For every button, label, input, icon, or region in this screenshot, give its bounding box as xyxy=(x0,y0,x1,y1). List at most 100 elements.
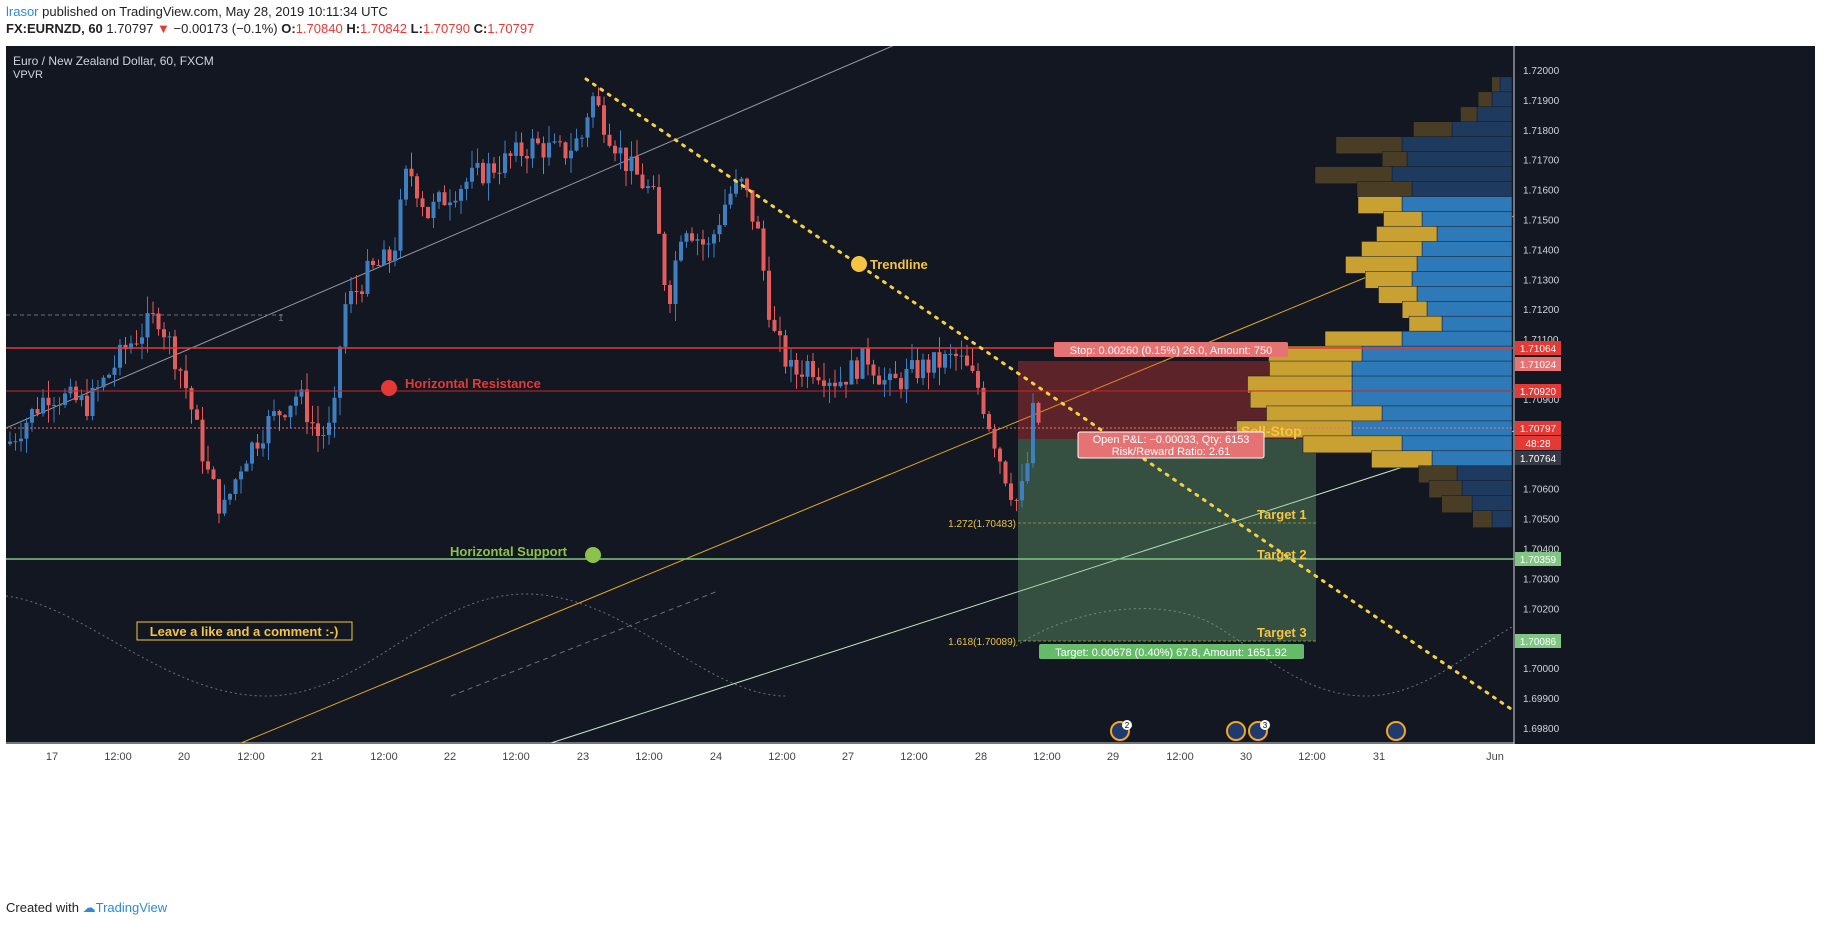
ohlc-line: FX:EURNZD, 60 1.70797 ▼ −0.00173 (−0.1%)… xyxy=(6,21,534,36)
candle-body xyxy=(778,330,782,336)
chart-legend-title[interactable]: Euro / New Zealand Dollar, 60, FXCM xyxy=(13,54,214,68)
high-label: H: xyxy=(346,21,361,36)
orange-channel-line xyxy=(240,215,1515,744)
candle-body xyxy=(530,138,535,159)
event-marker-3[interactable]: 3 xyxy=(1248,720,1270,741)
candle-body xyxy=(921,359,925,379)
chart-area[interactable]: 1.72000 1.71900 1.71800 1.71700 1.71600 1.715… xyxy=(6,46,1815,894)
vpvr-up-bar xyxy=(1471,495,1513,513)
stop-info-text: Stop: 0.00260 (0.15%) 26.0, Amount: 750 xyxy=(1070,345,1272,357)
candle-body xyxy=(294,396,298,406)
trendline-label[interactable]: Trendline xyxy=(870,257,928,272)
yellow-trendline[interactable] xyxy=(584,77,1516,713)
candle-body xyxy=(943,353,947,368)
candle-body xyxy=(63,393,67,405)
vpvr-up-bar xyxy=(1381,405,1513,424)
candle-body xyxy=(360,291,364,295)
candle-body xyxy=(415,176,419,199)
time-tick-12: 27 xyxy=(842,751,854,763)
vpvr-up-bar xyxy=(1491,510,1513,528)
candle-body xyxy=(332,397,337,423)
candle-body xyxy=(926,359,931,373)
price-tag-text-1: 1.71024 xyxy=(1520,360,1557,371)
chart-svg[interactable]: 1.72000 1.71900 1.71800 1.71700 1.71600 1.715… xyxy=(6,46,1815,894)
resistance-label[interactable]: Horizontal Resistance xyxy=(405,376,541,391)
event-marker-1[interactable]: 2 xyxy=(1110,720,1132,741)
candle-body xyxy=(701,239,705,245)
candle-body xyxy=(1025,463,1030,482)
author-link[interactable]: lrasor xyxy=(6,4,39,19)
price-tick-1: 1.71900 xyxy=(1523,96,1560,107)
candle-body xyxy=(574,138,579,151)
candle-body xyxy=(629,156,634,172)
vpvr-up-bar xyxy=(1351,420,1513,439)
candle-body xyxy=(129,343,133,349)
candle-body xyxy=(508,153,513,156)
price-tag-text-3: 1.70797 xyxy=(1520,424,1557,435)
price-tick-2: 1.71800 xyxy=(1523,126,1560,137)
candle-body xyxy=(52,405,56,407)
candle-body xyxy=(728,193,733,205)
tradingview-logo-icon[interactable]: ☁ xyxy=(82,900,96,915)
candle-body xyxy=(349,291,353,305)
target-info-box[interactable] xyxy=(1039,644,1304,659)
candle-body xyxy=(800,374,804,377)
candle-body xyxy=(283,415,287,418)
tradingview-link[interactable]: TradingView xyxy=(95,900,168,915)
support-label[interactable]: Horizontal Support xyxy=(450,544,568,559)
candle-body xyxy=(250,442,254,464)
time-axis-ticks: 17 12:00 20 12:00 21 12:00 22 12:00 23 12:00 24 12:… xyxy=(46,751,1504,763)
vpvr-down-bar xyxy=(1371,450,1433,469)
cycle-indicator-left xyxy=(6,593,787,697)
candle-body xyxy=(602,105,606,135)
candle-body xyxy=(877,375,881,385)
event-marker-2[interactable] xyxy=(1226,721,1246,741)
support-marker-icon[interactable] xyxy=(585,547,601,563)
price-tick-0: 1.72000 xyxy=(1523,66,1560,77)
vpvr-down-bar xyxy=(1428,480,1463,498)
open-value: 1.70840 xyxy=(295,21,343,36)
candle-body xyxy=(503,153,507,174)
vpvr-up-bar xyxy=(1411,181,1513,199)
candle-body xyxy=(310,422,315,424)
time-tick-7: 12:00 xyxy=(502,751,530,763)
vpvr-down-bar xyxy=(1441,495,1473,513)
price-tags: 1.71064 1.71024 1.70920 1.70797 48:28 1.70764… xyxy=(1515,341,1561,648)
comment-box[interactable] xyxy=(136,621,353,641)
symbol-label[interactable]: FX:EURNZD, 60 xyxy=(6,21,103,36)
candle-body xyxy=(607,134,612,146)
event-badge-2: 3 xyxy=(1263,721,1268,730)
candle-body xyxy=(734,181,738,194)
candle-body xyxy=(794,359,799,375)
price-tag-text-5: 1.70764 xyxy=(1520,454,1557,465)
candle-body xyxy=(497,172,502,174)
trendline-marker-icon[interactable] xyxy=(851,256,867,272)
price-tick-11: 1.70600 xyxy=(1523,485,1560,496)
candle-body xyxy=(420,198,425,208)
price-tag-text-0: 1.71064 xyxy=(1520,344,1557,355)
resistance-marker-icon[interactable] xyxy=(381,380,397,396)
candle-body xyxy=(118,344,122,368)
publish-info: published on TradingView.com, May 28, 20… xyxy=(38,4,388,19)
stop-info-box[interactable] xyxy=(1054,342,1288,357)
candle-body xyxy=(112,367,117,375)
candle-body xyxy=(547,142,551,158)
target-zone[interactable] xyxy=(1018,439,1316,641)
candle-body xyxy=(74,386,78,401)
candle-body xyxy=(635,156,639,175)
pl-info-box[interactable] xyxy=(1077,431,1265,459)
candle-body xyxy=(723,204,727,226)
candle-body xyxy=(965,355,969,366)
event-marker-4[interactable] xyxy=(1386,721,1406,741)
price-tick-10: 1.70900 xyxy=(1523,395,1560,406)
time-tick-3: 12:00 xyxy=(237,751,265,763)
time-tick-10: 24 xyxy=(710,751,722,763)
vpvr-up-bar xyxy=(1351,390,1513,409)
candle-body xyxy=(673,260,678,305)
candle-body xyxy=(640,174,645,189)
candle-body xyxy=(805,361,810,377)
pl-line2: Risk/Reward Ratio: 2.61 xyxy=(1112,446,1231,458)
vpvr-up-bar xyxy=(1406,151,1513,169)
indicator-legend[interactable]: VPVR xyxy=(13,69,43,81)
vpvr-down-bar xyxy=(1357,196,1403,214)
